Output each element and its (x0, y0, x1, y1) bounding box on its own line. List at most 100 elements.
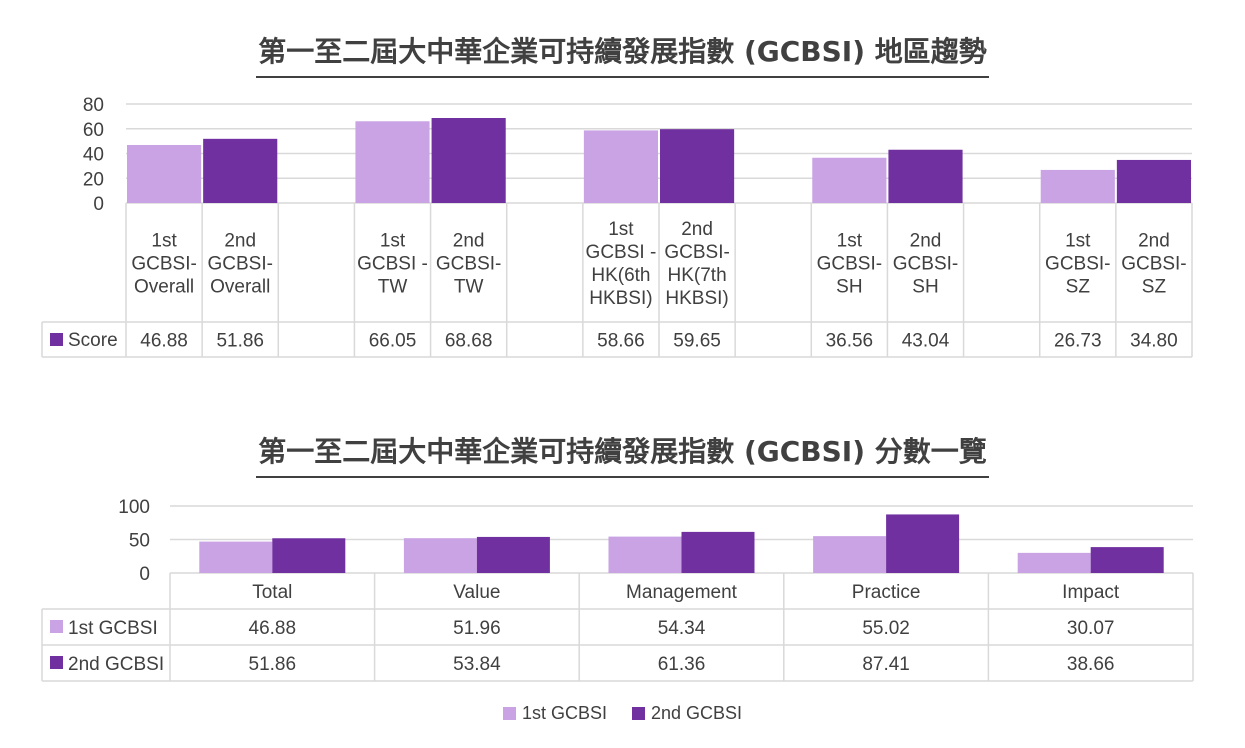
legend-item-1st-gcbsi: 1st GCBSI (502, 703, 607, 724)
chart2-data-label: 38.66 (1067, 654, 1115, 675)
chart2-title: 第一至二屆大中華企業可持續發展指數 (GCBSI) 分數一覽 (0, 430, 1245, 478)
chart1-category-label: GCBSI - (357, 254, 428, 275)
chart1-category-label: Overall (210, 277, 270, 298)
chart1-data-label: 43.04 (902, 331, 950, 352)
chart2-category-label: Practice (852, 582, 921, 603)
chart1-category-label: 1st (1065, 231, 1091, 252)
legend-swatch-2nd (632, 707, 645, 720)
chart2-bar (1090, 547, 1164, 573)
chart2-bar (681, 531, 755, 573)
chart1-data-label: 66.05 (369, 331, 417, 352)
chart1-category-label: GCBSI- (131, 254, 196, 275)
chart1-category-label: GCBSI- (817, 254, 882, 275)
chart1-category-label: GCBSI- (664, 242, 729, 263)
chart1-category-label: 2nd (453, 231, 485, 252)
chart2-data-label: 55.02 (862, 618, 910, 639)
chart2-data-label: 30.07 (1067, 618, 1115, 639)
chart1-table-series-label: Score (68, 330, 118, 351)
chart2-data-label: 51.86 (249, 654, 297, 675)
chart1-bar (1040, 169, 1115, 203)
chart1-bar (355, 121, 430, 203)
chart1-category-label: HKBSI) (589, 288, 652, 309)
chart1-category-label: GCBSI- (207, 254, 272, 275)
chart2-category-label: Value (453, 582, 500, 603)
chart2-category-label: Impact (1062, 582, 1120, 603)
chart2-bar (403, 538, 477, 573)
chart1-category-label: GCBSI- (893, 254, 958, 275)
chart1-data-label: 36.56 (826, 331, 874, 352)
chart1-y-tick-label: 40 (83, 145, 104, 166)
chart1-category-label: GCBSI - (586, 242, 657, 263)
chart1-category-label: 1st (837, 231, 863, 252)
chart2-table-series-label: 2nd GCBSI (68, 654, 164, 675)
chart1-category-label: 1st (151, 231, 177, 252)
chart1-bar (583, 130, 658, 203)
chart2-category-label: Total (252, 582, 292, 603)
chart2-table-swatch (50, 620, 63, 633)
chart2-y-tick-label: 0 (139, 564, 150, 585)
chart2-table-swatch (50, 656, 63, 669)
chart2-bar (813, 536, 887, 573)
chart2-table-series-label: 1st GCBSI (68, 618, 158, 639)
legend-swatch-1st (502, 707, 516, 720)
chart1-table-swatch (50, 333, 63, 346)
chart1-data-label: 46.88 (140, 331, 188, 352)
chart1-category-label: 2nd (224, 231, 256, 252)
chart1-category-label: HK(6th (591, 265, 650, 286)
chart1-bar (203, 138, 278, 203)
legend-label-1st: 1st GCBSI (521, 703, 607, 723)
chart1-data-label: 68.68 (445, 331, 493, 352)
chart1-category-label: HK(7th (668, 265, 727, 286)
chart2-category-label: Management (626, 582, 738, 603)
chart1-category-label: 2nd (910, 231, 942, 252)
chart1-bar (812, 157, 887, 203)
chart2-data-label: 53.84 (453, 654, 501, 675)
legend-label-2nd: 2nd GCBSI (651, 703, 743, 723)
chart1-category-label: GCBSI- (1045, 254, 1110, 275)
chart1-category-label: TW (378, 277, 408, 298)
chart2-bar (272, 538, 346, 573)
chart1-y-tick-label: 60 (83, 120, 104, 141)
chart1-data-label: 58.66 (597, 331, 645, 352)
chart2-y-tick-label: 50 (129, 531, 150, 552)
chart1-category-label: 1st (380, 231, 406, 252)
legend-item-2nd-gcbsi: 2nd GCBSI (632, 703, 742, 724)
chart1-title: 第一至二屆大中華企業可持續發展指數 (GCBSI) 地區趨勢 (0, 30, 1245, 78)
chart1-data-label: 26.73 (1054, 331, 1102, 352)
chart2-data-label: 51.96 (453, 618, 501, 639)
chart1-bar (888, 149, 963, 203)
chart1-category-label: 2nd (1138, 231, 1170, 252)
chart2-data-label: 46.88 (249, 618, 297, 639)
chart1-category-label: TW (454, 277, 484, 298)
chart2-bar (886, 514, 960, 573)
chart1-data-label: 51.86 (216, 331, 264, 352)
chart2-bar (608, 536, 682, 573)
chart1-y-tick-label: 0 (93, 194, 104, 215)
chart1-category-label: GCBSI- (1121, 254, 1186, 275)
chart2-data-label: 61.36 (658, 654, 706, 675)
chart1-bar (431, 118, 506, 203)
chart1-bar (660, 129, 735, 203)
chart1-category-label: 2nd (681, 219, 713, 240)
chart1-y-tick-label: 80 (83, 95, 104, 116)
chart2-data-label: 54.34 (658, 618, 706, 639)
chart2-legend: 1st GCBSI 2nd GCBSI (0, 703, 1245, 724)
chart1-category-label: GCBSI- (436, 254, 501, 275)
chart1-category-label: HKBSI) (665, 288, 728, 309)
chart1-category-label: SH (836, 277, 862, 298)
chart1-category-label: SH (912, 277, 938, 298)
chart1-data-label: 59.65 (673, 331, 721, 352)
chart2-data-label: 87.41 (862, 654, 910, 675)
chart1-category-label: Overall (134, 277, 194, 298)
chart2-bar (199, 541, 273, 573)
chart1-category-label: 1st (608, 219, 634, 240)
chart2-y-tick-label: 100 (118, 497, 150, 518)
chart2-bar (476, 536, 550, 573)
chart2-bar (1017, 552, 1091, 573)
chart1-bar (127, 144, 202, 203)
chart1-y-tick-label: 20 (83, 169, 104, 190)
chart1-category-label: SZ (1066, 277, 1091, 298)
chart1-category-label: SZ (1142, 277, 1167, 298)
chart1-bar (1116, 159, 1191, 203)
